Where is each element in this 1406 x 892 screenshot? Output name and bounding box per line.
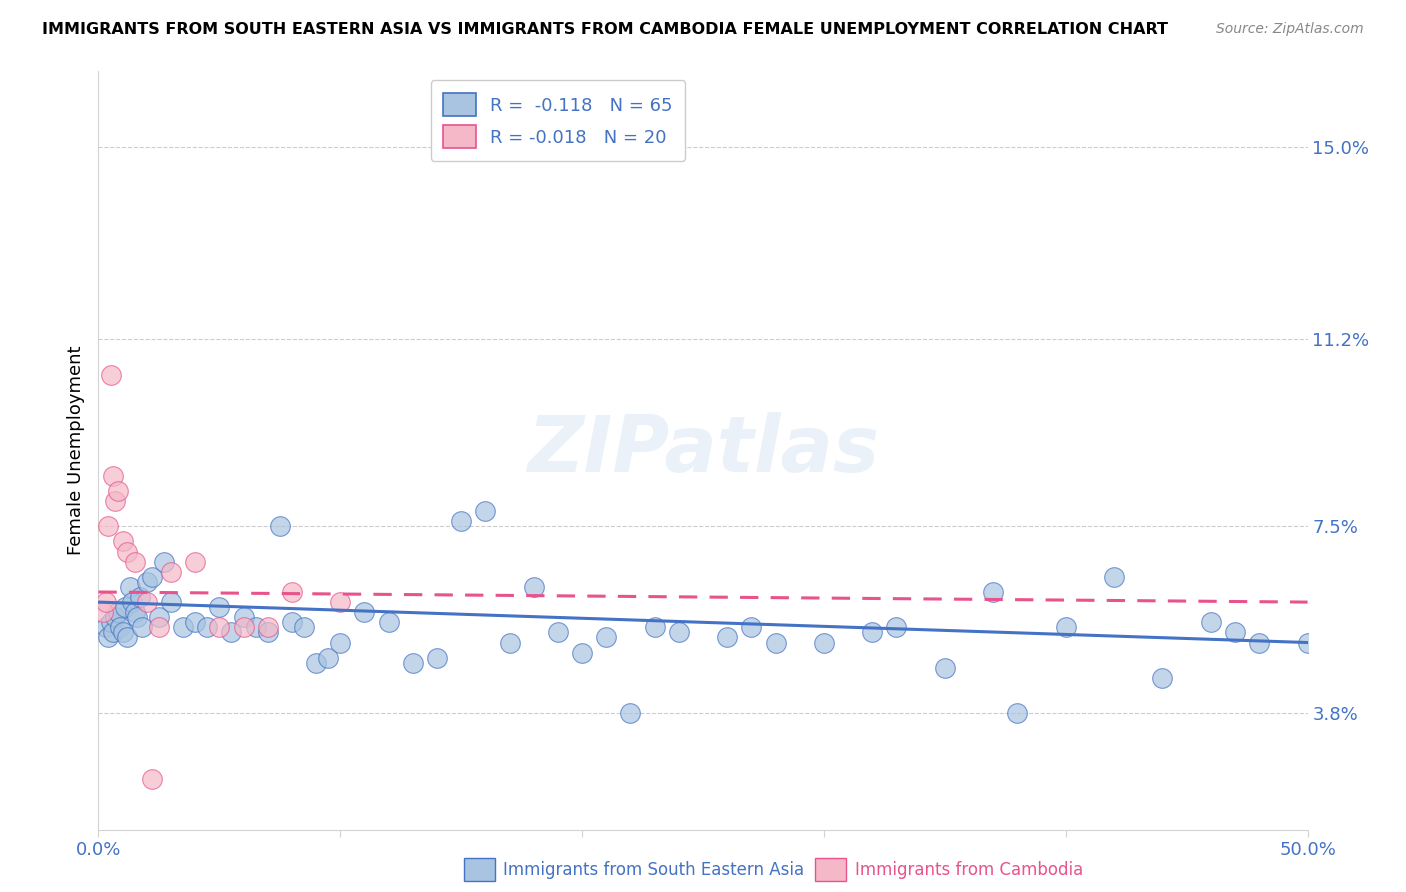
Text: IMMIGRANTS FROM SOUTH EASTERN ASIA VS IMMIGRANTS FROM CAMBODIA FEMALE UNEMPLOYME: IMMIGRANTS FROM SOUTH EASTERN ASIA VS IM… [42,22,1168,37]
Point [668,625,690,640]
Point [886,620,908,634]
Point [208,600,231,615]
Point [934,661,956,675]
Point [160,565,183,579]
Point [1199,615,1222,630]
Point [94,595,117,609]
Point [523,580,546,594]
Point [813,635,835,649]
Point [97,519,120,533]
Point [329,595,352,609]
Point [232,610,254,624]
Point [292,620,315,634]
Point [353,605,375,619]
Point [97,631,120,645]
Point [256,620,278,634]
Point [329,635,352,649]
Point [195,620,218,634]
Point [595,631,617,645]
Y-axis label: Female Unemployment: Female Unemployment [66,346,84,555]
Point [1223,625,1246,640]
Point [135,595,157,609]
Point [108,620,131,634]
Point [232,620,254,634]
Point [316,650,339,665]
Point [1249,635,1271,649]
Point [377,615,399,630]
Point [981,585,1004,599]
Point [256,625,278,640]
Point [1296,635,1319,649]
Text: Immigrants from South Eastern Asia: Immigrants from South Eastern Asia [503,861,804,879]
Point [402,656,425,670]
Point [571,646,593,660]
Point [141,772,163,786]
Point [1054,620,1077,634]
Point [547,625,569,640]
Point [245,620,267,634]
Point [305,656,328,670]
Point [1007,706,1029,721]
Point [740,620,762,634]
Point [117,631,139,645]
Point [1102,570,1125,584]
Point [107,483,129,498]
Point [184,555,207,569]
Point [184,615,207,630]
Point [135,574,157,589]
Point [426,650,449,665]
Point [94,620,117,634]
Point [107,605,129,619]
Point [208,620,231,634]
Point [128,590,150,604]
Point [1152,671,1174,685]
Text: Immigrants from Cambodia: Immigrants from Cambodia [855,861,1083,879]
Point [101,625,124,640]
Point [644,620,666,634]
Point [100,368,122,382]
Point [111,625,134,640]
Point [860,625,883,640]
Point [111,534,134,549]
Point [101,468,124,483]
Text: ZIPatlas: ZIPatlas [527,412,879,489]
Legend: R =  -0.118   N = 65, R = -0.018   N = 20: R = -0.118 N = 65, R = -0.018 N = 20 [430,80,685,161]
Point [117,544,139,558]
Point [152,555,174,569]
Point [450,514,472,528]
Point [91,605,114,619]
Point [141,570,163,584]
Point [104,494,127,508]
Point [498,635,520,649]
Point [148,610,170,624]
Point [269,519,291,533]
Point [121,595,143,609]
Point [281,615,304,630]
Point [474,504,496,518]
Point [148,620,170,634]
Point [127,610,149,624]
Point [124,605,146,619]
Point [281,585,304,599]
Point [114,600,136,615]
Point [100,615,122,630]
Point [104,610,127,624]
Point [118,580,141,594]
Point [124,555,146,569]
Point [221,625,243,640]
Point [765,635,787,649]
Point [160,595,183,609]
Text: Source: ZipAtlas.com: Source: ZipAtlas.com [1216,22,1364,37]
Point [716,631,738,645]
Point [131,620,153,634]
Point [619,706,641,721]
Point [172,620,194,634]
